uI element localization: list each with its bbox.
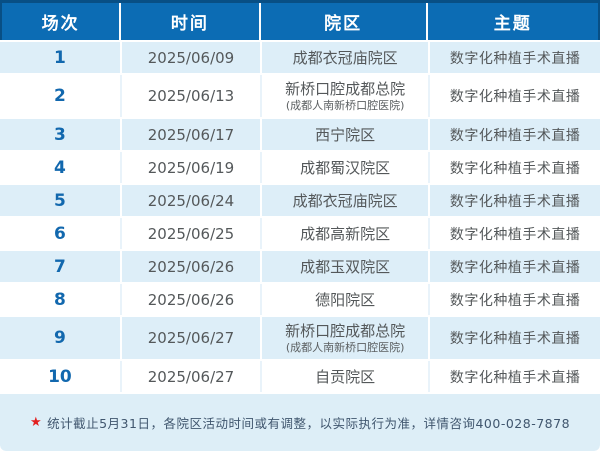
campus-cell: 成都衣冠庙院区 bbox=[262, 185, 431, 216]
date-cell: 2025/06/27 bbox=[122, 317, 263, 359]
date-cell: 2025/06/19 bbox=[122, 152, 263, 183]
topic-cell: 数字化种植手术直播 bbox=[449, 160, 581, 177]
footer-note: ★ 统计截止5月31日，各院区活动时间或有调整，以实际执行为准，详情咨询400-… bbox=[0, 392, 600, 451]
session-cell: 8 bbox=[0, 284, 122, 315]
campus-name: 新桥口腔成都总院 bbox=[285, 322, 406, 340]
campus-cell: 西宁院区 bbox=[262, 119, 431, 150]
topic-cell: 数字化种植手术直播 bbox=[449, 259, 581, 276]
date-cell: 2025/06/09 bbox=[122, 42, 263, 73]
table-row: 8 2025/06/26 德阳院区 数字化种植手术直播 bbox=[0, 282, 600, 315]
column-header-time: 时间 bbox=[121, 3, 261, 40]
date-cell: 2025/06/13 bbox=[122, 75, 263, 117]
campus-cell: 德阳院区 bbox=[262, 284, 431, 315]
topic-cell: 数字化种植手术直播 bbox=[449, 226, 581, 243]
campus-name: 成都玉双院区 bbox=[300, 257, 391, 276]
session-cell: 10 bbox=[0, 361, 122, 392]
topic-cell: 数字化种植手术直播 bbox=[449, 369, 581, 386]
campus-subtitle: (成都人南新桥口腔医院) bbox=[285, 341, 405, 354]
table-row: 5 2025/06/24 成都衣冠庙院区 数字化种植手术直播 bbox=[0, 183, 600, 216]
column-header-campus: 院区 bbox=[261, 3, 428, 40]
date-cell: 2025/06/25 bbox=[122, 218, 263, 249]
topic-cell: 数字化种植手术直播 bbox=[449, 331, 581, 347]
footer-note-text: 统计截止5月31日，各院区活动时间或有调整，以实际执行为准，详情咨询400-02… bbox=[47, 416, 571, 431]
campus-cell: 新桥口腔成都总院 (成都人南新桥口腔医院) bbox=[262, 75, 431, 117]
session-cell: 3 bbox=[0, 119, 122, 150]
table-row: 3 2025/06/17 西宁院区 数字化种植手术直播 bbox=[0, 117, 600, 150]
date-cell: 2025/06/26 bbox=[122, 284, 263, 315]
campus-name: 成都衣冠庙院区 bbox=[292, 48, 398, 67]
campus-name: 德阳院区 bbox=[315, 290, 376, 309]
session-cell: 6 bbox=[0, 218, 122, 249]
campus-name: 成都高新院区 bbox=[300, 224, 391, 243]
table-row: 9 2025/06/27 新桥口腔成都总院 (成都人南新桥口腔医院) 数字化种植… bbox=[0, 315, 600, 359]
campus-name: 自贡院区 bbox=[315, 367, 376, 386]
date-cell: 2025/06/26 bbox=[122, 251, 263, 282]
campus-cell: 成都高新院区 bbox=[262, 218, 431, 249]
campus-name: 成都衣冠庙院区 bbox=[292, 191, 398, 210]
table-body: 1 2025/06/09 成都衣冠庙院区 数字化种植手术直播 2 2025/06… bbox=[0, 40, 600, 392]
session-cell: 9 bbox=[0, 317, 122, 359]
table-row: 2 2025/06/13 新桥口腔成都总院 (成都人南新桥口腔医院) 数字化种植… bbox=[0, 73, 600, 117]
campus-name: 西宁院区 bbox=[315, 125, 376, 144]
session-cell: 4 bbox=[0, 152, 122, 183]
campus-cell: 成都蜀汉院区 bbox=[262, 152, 431, 183]
session-cell: 2 bbox=[0, 75, 122, 117]
campus-subtitle: (成都人南新桥口腔医院) bbox=[285, 99, 405, 112]
table-row: 1 2025/06/09 成都衣冠庙院区 数字化种植手术直播 bbox=[0, 40, 600, 73]
topic-cell: 数字化种植手术直播 bbox=[449, 292, 581, 309]
campus-name: 成都蜀汉院区 bbox=[300, 158, 391, 177]
table-row: 6 2025/06/25 成都高新院区 数字化种植手术直播 bbox=[0, 216, 600, 249]
column-header-session: 场次 bbox=[2, 3, 122, 40]
session-cell: 5 bbox=[0, 185, 122, 216]
topic-cell: 数字化种植手术直播 bbox=[449, 89, 581, 105]
session-cell: 1 bbox=[0, 42, 122, 73]
date-cell: 2025/06/17 bbox=[122, 119, 263, 150]
campus-name: 新桥口腔成都总院 bbox=[285, 80, 406, 98]
campus-cell: 自贡院区 bbox=[262, 361, 431, 392]
star-icon: ★ bbox=[29, 415, 43, 430]
date-cell: 2025/06/24 bbox=[122, 185, 263, 216]
topic-cell: 数字化种植手术直播 bbox=[449, 50, 581, 67]
table-row: 4 2025/06/19 成都蜀汉院区 数字化种植手术直播 bbox=[0, 150, 600, 183]
campus-cell: 成都衣冠庙院区 bbox=[262, 42, 431, 73]
topic-cell: 数字化种植手术直播 bbox=[449, 127, 581, 144]
table-header-row: 场次 时间 院区 主题 bbox=[0, 0, 600, 40]
table-row: 7 2025/06/26 成都玉双院区 数字化种植手术直播 bbox=[0, 249, 600, 282]
campus-cell: 成都玉双院区 bbox=[262, 251, 431, 282]
topic-cell: 数字化种植手术直播 bbox=[449, 193, 581, 210]
session-cell: 7 bbox=[0, 251, 122, 282]
column-header-topic: 主题 bbox=[493, 14, 532, 34]
date-cell: 2025/06/27 bbox=[122, 361, 263, 392]
table-row: 10 2025/06/27 自贡院区 数字化种植手术直播 bbox=[0, 359, 600, 392]
campus-cell: 新桥口腔成都总院 (成都人南新桥口腔医院) bbox=[262, 317, 431, 359]
